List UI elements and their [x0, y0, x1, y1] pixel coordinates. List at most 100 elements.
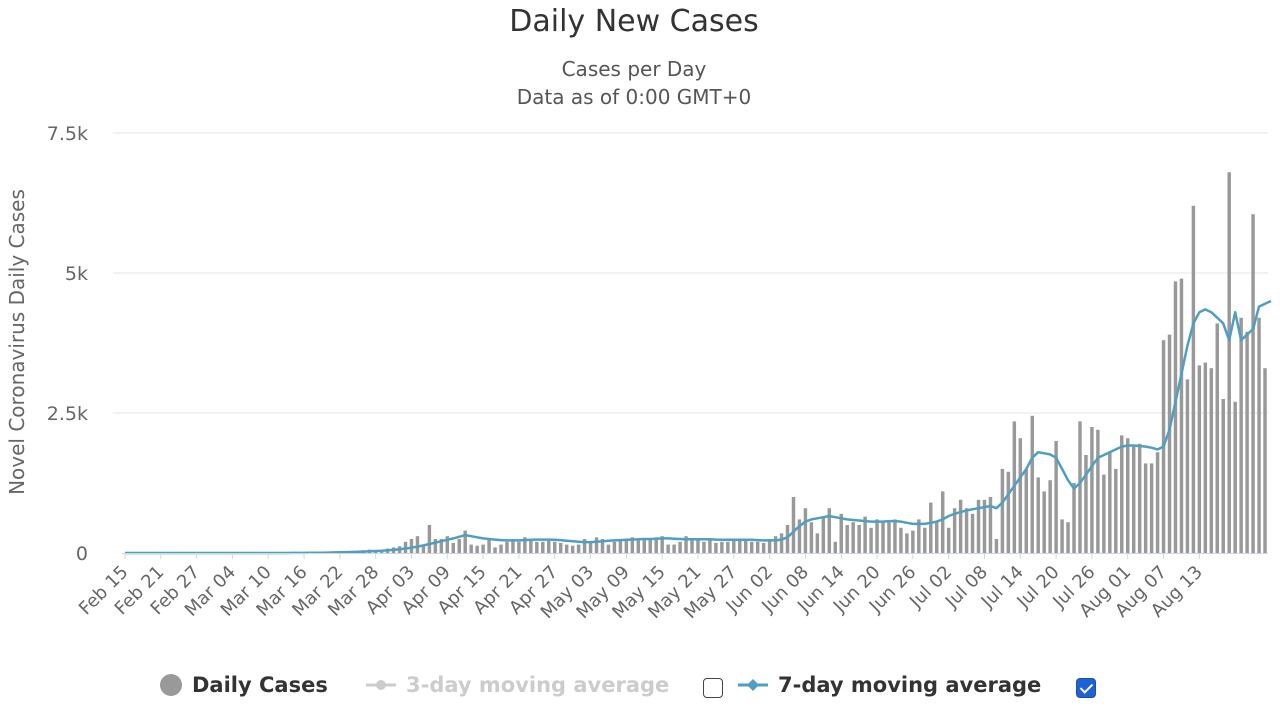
legend-item-daily-cases[interactable]: Daily Cases [158, 668, 328, 702]
bar [857, 525, 861, 553]
bar [1173, 281, 1178, 553]
bar [1060, 519, 1064, 553]
bar [445, 536, 450, 553]
bar [1108, 452, 1112, 553]
bar [923, 527, 927, 553]
bar [952, 508, 957, 553]
bar [1257, 317, 1261, 553]
grid-lines [113, 132, 1268, 414]
bar [803, 508, 808, 553]
bar [690, 539, 694, 553]
bar [1209, 368, 1214, 553]
bar [511, 539, 515, 553]
bar [642, 540, 646, 553]
bar [463, 530, 467, 553]
bar [672, 544, 676, 553]
bar [881, 522, 885, 553]
bar [851, 522, 855, 553]
bar [666, 544, 670, 553]
bar [1203, 362, 1208, 553]
bar [845, 525, 849, 553]
ma7-checkbox[interactable] [1076, 678, 1096, 698]
bar [547, 540, 551, 553]
bar [535, 541, 539, 553]
bar [493, 547, 497, 553]
bar [606, 544, 611, 553]
bar [755, 541, 760, 553]
bar [469, 544, 473, 553]
bar [457, 539, 461, 553]
bar [869, 527, 873, 553]
bar [1185, 379, 1190, 553]
bar [421, 544, 426, 553]
bar [982, 499, 987, 553]
bar [899, 527, 903, 553]
bar [779, 533, 784, 553]
daily-cases-bars [290, 172, 1267, 554]
bar [940, 491, 945, 553]
bar [523, 537, 527, 553]
bar [630, 537, 635, 553]
bar [791, 497, 796, 553]
bar [935, 522, 939, 553]
seven-day-average-line [125, 299, 1272, 555]
bar [1078, 421, 1082, 553]
bar [761, 542, 766, 553]
bar [660, 536, 664, 553]
bar [1024, 469, 1028, 553]
bar [1179, 278, 1184, 553]
ma3-checkbox[interactable] [703, 678, 723, 698]
bar [1131, 446, 1136, 553]
legend-item-7day-average[interactable]: 7-day moving average [736, 668, 1041, 702]
bar [1066, 522, 1070, 553]
bar [785, 525, 790, 553]
bar [970, 513, 975, 553]
bar [576, 544, 581, 553]
bar [827, 508, 832, 553]
bar [558, 542, 563, 553]
legend-label-7day-average: 7-day moving average [778, 673, 1042, 697]
bar [839, 513, 843, 553]
bar [1036, 477, 1040, 553]
bar [594, 537, 599, 553]
y-tick-label: 7.5k [47, 123, 88, 145]
bar [905, 533, 909, 553]
bar [1018, 438, 1023, 553]
legend-marker-line-icon [366, 680, 396, 690]
chart-subtitle: Cases per Day [561, 57, 707, 81]
bar [1048, 480, 1052, 553]
bar [684, 536, 688, 553]
bar [815, 533, 820, 553]
bar [1191, 205, 1196, 554]
bar [624, 539, 629, 553]
bar [893, 519, 897, 553]
y-tick-label: 2.5k [47, 403, 88, 425]
chart-title: Daily New Cases [509, 4, 759, 39]
bar [499, 544, 503, 553]
bar [732, 539, 736, 553]
bar [1251, 214, 1255, 553]
bar [1114, 469, 1118, 553]
bar [451, 542, 455, 553]
bar [553, 541, 557, 553]
bar [1006, 471, 1011, 553]
bar [433, 539, 438, 553]
bar [958, 499, 963, 553]
bar [1054, 441, 1058, 553]
bar [1197, 365, 1202, 553]
bar [696, 539, 700, 553]
bar [708, 539, 712, 553]
legend-item-3day-average[interactable]: 3-day moving average [364, 668, 669, 702]
bar [1072, 483, 1076, 553]
bar [481, 544, 485, 553]
bar [809, 522, 814, 553]
bar [1221, 399, 1225, 553]
bar [929, 502, 933, 553]
bar [1143, 463, 1148, 553]
bar [648, 539, 652, 553]
bar [1239, 317, 1243, 553]
bar [415, 536, 420, 553]
bar [875, 519, 879, 553]
bar [946, 527, 951, 553]
bar [1120, 435, 1124, 553]
